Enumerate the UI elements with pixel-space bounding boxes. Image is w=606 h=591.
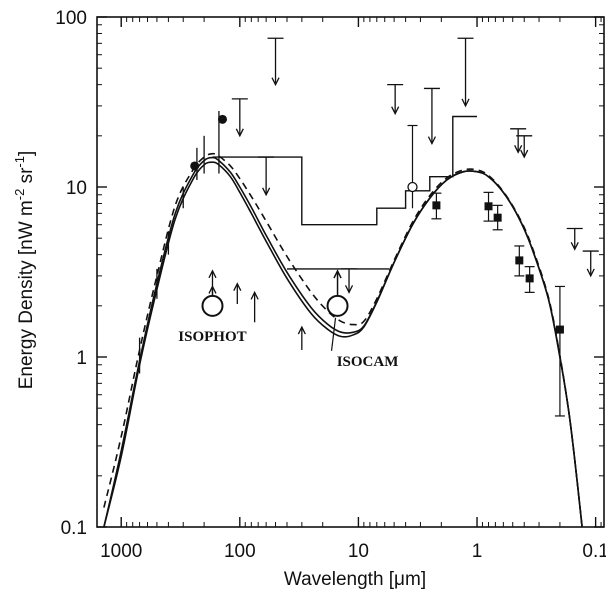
data-points: ISOPHOT ISOCAM <box>138 37 599 417</box>
filled-circle-point <box>190 161 200 171</box>
annotated-open-circle <box>326 294 349 317</box>
annotation-leader <box>330 317 337 351</box>
model-curve-1 <box>103 161 583 527</box>
upper-limit-arrow-head <box>570 242 579 251</box>
plot-frame <box>96 16 605 528</box>
annotation-label: ISOPHOT <box>178 329 246 345</box>
x-tick-label: 100 <box>224 541 256 562</box>
upper-limit-arrow-head <box>344 285 354 294</box>
step-upper-limit <box>212 115 477 226</box>
upper-limit-arrow-head <box>514 145 523 154</box>
upper-limit-arrow-head <box>586 268 595 278</box>
filled-square-point <box>515 256 524 265</box>
filled-square-point <box>525 274 534 283</box>
upper-limit-arrow-head <box>235 128 244 138</box>
lower-limit-arrow-head <box>233 282 242 291</box>
annotated-open-circle <box>201 294 224 317</box>
model-curves <box>103 152 583 527</box>
filled-square-point <box>432 201 441 210</box>
y-tick-label: 1 <box>76 348 87 369</box>
x-tick-label: 1000 <box>100 541 142 562</box>
model-curve-3 <box>103 152 583 527</box>
annotated-arrow-head <box>208 269 217 279</box>
upper-limit-arrow-head <box>427 136 437 146</box>
upper-limit-arrow-head <box>271 77 280 87</box>
open-circle-point <box>407 181 418 193</box>
y-tick-label: 0.1 <box>61 518 87 539</box>
lower-limit-arrow-head <box>297 325 306 335</box>
upper-limit-arrow-head <box>262 187 271 197</box>
model-curve-2 <box>103 156 583 527</box>
upper-limit-arrow-head <box>520 149 529 159</box>
x-tick-label: 10 <box>348 541 369 562</box>
x-tick-label: 1 <box>472 541 483 562</box>
y-tick-label: 100 <box>55 8 87 29</box>
filled-square-point <box>555 325 564 334</box>
x-axis-title: Wavelength [μm] <box>284 569 426 590</box>
filled-square-point <box>493 213 502 222</box>
upper-limit-arrow-head <box>391 106 400 116</box>
upper-limit-arrow-head <box>461 98 470 108</box>
filled-circle-point <box>217 114 227 124</box>
x-tick-label: 0.1 <box>582 541 606 562</box>
filled-square-point <box>484 202 493 211</box>
lower-limit-arrow-head <box>250 290 259 300</box>
plot-area-border <box>96 16 605 528</box>
y-axis-title: Energy Density [nW m-2 sr-1] <box>12 151 37 390</box>
axis-ticks: 1000 100 10 1 0.1 0.1 1 10 100 <box>55 8 606 562</box>
y-tick-label: 10 <box>66 178 87 199</box>
annotation-label: ISOCAM <box>337 354 399 370</box>
annotated-arrow-head <box>333 269 342 279</box>
